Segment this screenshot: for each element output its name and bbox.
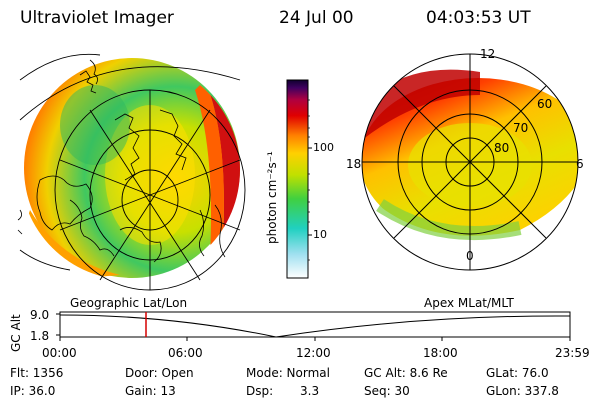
status-ip: IP: 36.0 bbox=[10, 384, 56, 398]
alt-xtick-2359: 23:59 bbox=[555, 346, 590, 360]
lat-label-70: 70 bbox=[513, 121, 529, 135]
mlt-label-18: 18 bbox=[346, 157, 362, 171]
lat-label-80: 80 bbox=[494, 141, 510, 155]
altitude-plot bbox=[56, 311, 571, 341]
status-seq: Seq: 30 bbox=[364, 384, 410, 398]
alt-xtick-1200: 12:00 bbox=[296, 346, 331, 360]
mlt-label-12: 12 bbox=[480, 47, 496, 61]
status-gain: Gain: 13 bbox=[125, 384, 176, 398]
projection-right-label: Apex MLat/MLT bbox=[424, 296, 514, 310]
status-glat: GLat: 76.0 bbox=[486, 366, 549, 380]
alt-xtick-0600: 06:00 bbox=[168, 346, 203, 360]
status-gc-alt: GC Alt: 8.6 Re bbox=[364, 366, 448, 380]
alt-xtick-1800: 18:00 bbox=[423, 346, 458, 360]
lat-label-60: 60 bbox=[537, 97, 553, 111]
colorbar bbox=[286, 79, 312, 279]
colorbar-tick-10: 10 bbox=[313, 228, 327, 241]
alt-ytick-9: 9.0 bbox=[30, 308, 50, 322]
colorbar-tick-100: 100 bbox=[313, 141, 334, 154]
mlt-label-6: 6 bbox=[576, 157, 584, 171]
app-title: Ultraviolet Imager bbox=[20, 8, 174, 28]
geographic-image bbox=[17, 53, 246, 291]
status-dsp-label: Dsp: bbox=[246, 384, 274, 398]
time-label: 04:03:53 UT bbox=[426, 8, 531, 28]
alt-plot-ylabel: GC Alt bbox=[9, 314, 23, 352]
alt-ytick-1-8: 1.8 bbox=[30, 329, 50, 343]
status-dsp-value: 3.3 bbox=[300, 384, 320, 398]
colorbar-unit-label: photon cm⁻²s⁻¹ bbox=[265, 151, 279, 244]
date-label: 24 Jul 00 bbox=[279, 8, 354, 28]
status-flt: Flt: 1356 bbox=[10, 366, 64, 380]
magnetic-image bbox=[361, 53, 579, 271]
status-door: Door: Open bbox=[125, 366, 194, 380]
mlt-label-0: 0 bbox=[466, 249, 474, 263]
status-mode: Mode: Normal bbox=[246, 366, 330, 380]
status-glon: GLon: 337.8 bbox=[486, 384, 559, 398]
alt-xtick-0000: 00:00 bbox=[42, 346, 77, 360]
projection-left-label: Geographic Lat/Lon bbox=[70, 296, 188, 310]
